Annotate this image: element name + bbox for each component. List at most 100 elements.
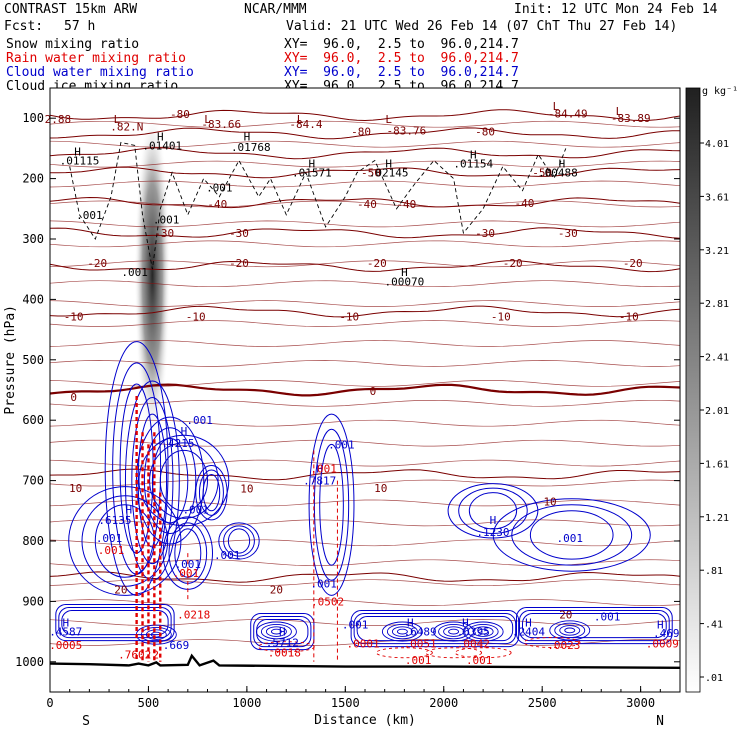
y-axis-title: Pressure (hPa): [3, 305, 18, 415]
temperature-label: -30: [558, 227, 578, 240]
x-axis-title: Distance (km): [314, 713, 416, 728]
y-tick-label: 500: [22, 353, 44, 367]
rain-water-contour: [375, 647, 433, 659]
cloud-water-contour: [492, 498, 651, 572]
temperature-contour: [50, 127, 680, 140]
colorbar-label: 2.81: [705, 299, 729, 310]
temperature-label: 10: [240, 482, 253, 495]
extremum-label: .0018: [268, 647, 301, 660]
cloud-water-contour: [270, 628, 282, 635]
contour-labels: -80 -80 -80 -50 -50 -40 -40 -40 -40 -30 -30 -30 -30 -…: [45, 100, 680, 667]
temperature-label: -40: [357, 198, 377, 211]
extremum-label: .4587: [49, 626, 82, 639]
extremum-label: H: [125, 504, 132, 517]
extremum-label: .01115: [60, 154, 100, 167]
extremum-label: 2.88: [45, 113, 72, 126]
colorbar-unit: g kg⁻¹: [702, 86, 738, 97]
extremum-label: .01768: [231, 141, 271, 154]
model-title: CONTRAST 15km ARW: [4, 2, 138, 17]
x-tick-label: 500: [138, 696, 160, 710]
cloud-water-contour: [386, 623, 418, 640]
temperature-contour: [50, 305, 680, 318]
cloud-water-contour: [519, 609, 670, 642]
cloud-water-contour: [443, 626, 465, 637]
snow-plume-shading: [134, 110, 171, 441]
cloud-water-contour: [143, 427, 197, 534]
x-end-south: S: [82, 714, 90, 729]
extremum-label: .0023: [547, 639, 580, 652]
cloud-water-contour: [477, 628, 489, 635]
extremum-label: .1230: [476, 526, 509, 539]
temperature-label: 20: [559, 609, 572, 622]
extremum-label: .001: [342, 618, 369, 631]
extremum-label: -84.49: [548, 107, 588, 120]
cloud-water-contour: [308, 413, 355, 596]
cloud-water-contour: [61, 609, 169, 636]
extremum-label: H: [181, 425, 188, 438]
temperature-label: -10: [64, 310, 84, 323]
cloud-water-contour: [260, 623, 292, 640]
cloud-water-contour: [250, 613, 315, 651]
temperature-contour: [50, 196, 680, 209]
y-tick-label: 900: [22, 594, 44, 608]
temperature-contour: [50, 383, 680, 397]
cloud-water-contour: [391, 626, 413, 637]
cloud-water-contour: [350, 610, 520, 648]
cloud-water-contour: [319, 443, 344, 566]
extremum-label: .0051: [404, 638, 437, 651]
field-xy-cloudwater: XY= 96.0, 2.5 to 96.0,214.7: [284, 65, 519, 80]
field-name-rain: Rain water mixing ratio: [6, 51, 187, 66]
cloud-water-contour: [68, 486, 182, 596]
extremum-label: H: [657, 618, 664, 631]
colorbar-label: 3.21: [705, 246, 729, 257]
colorbar-label: .41: [705, 620, 723, 631]
temperature-contour: [50, 200, 680, 208]
temperature-contour: [50, 300, 680, 307]
temperature-label: -40: [396, 198, 416, 211]
cloud-water-contour: [131, 397, 174, 565]
temperature-label: -10: [339, 310, 359, 323]
temperature-label: 10: [69, 482, 82, 495]
temperature-contour: [50, 320, 680, 327]
temperature-contour: [50, 419, 680, 427]
extremum-label: .6135: [98, 514, 131, 527]
temperature-contour: [50, 499, 680, 507]
field-xy-rain: XY= 96.0, 2.5 to 96.0,214.7: [284, 51, 519, 66]
extremum-label: .001: [594, 611, 621, 624]
extremum-label: .001: [175, 558, 202, 571]
extremum-label: .01154: [453, 158, 493, 171]
cloud-water-contour: [265, 626, 287, 637]
cloud-water-contour: [58, 606, 172, 639]
temperature-label: -20: [87, 257, 107, 270]
extremum-label: L: [297, 113, 304, 126]
rain-water-contour: [523, 637, 581, 648]
extremum-label: .001: [153, 214, 180, 227]
colorbar-label: .81: [705, 566, 723, 577]
colorbar-label: 2.41: [705, 353, 729, 364]
extremum-label: .2404: [512, 626, 545, 639]
extremum-label: H: [244, 130, 251, 143]
extremum-label: H: [279, 626, 286, 639]
temperature-contour: [50, 360, 680, 367]
cloud-water-contour: [516, 606, 673, 645]
fcst-label: Fcst:: [4, 19, 44, 34]
colorbar-label: 4.01: [705, 139, 729, 150]
x-tick-label: 2000: [429, 696, 458, 710]
x-tick-label: 3000: [626, 696, 655, 710]
extremum-label: H: [470, 148, 477, 161]
x-tick-label: 2500: [528, 696, 557, 710]
temperature-label: -20: [367, 257, 387, 270]
temperature-label: -20: [229, 257, 249, 270]
cloud-water-contour: [145, 629, 167, 640]
rain-water-contour: [257, 641, 315, 653]
extremum-label: .001: [328, 438, 355, 451]
contour-layer: [50, 109, 680, 669]
cloud-water-contour: [151, 437, 189, 524]
extremum-label: .7602: [118, 649, 151, 662]
extremum-label: -84.4: [289, 118, 322, 131]
cloud-water-contour: [522, 612, 667, 639]
extremum-label: .001: [310, 463, 337, 476]
temperature-label: 20: [114, 583, 127, 596]
temperature-contour: [50, 109, 680, 122]
cloud-water-contour: [313, 428, 350, 581]
